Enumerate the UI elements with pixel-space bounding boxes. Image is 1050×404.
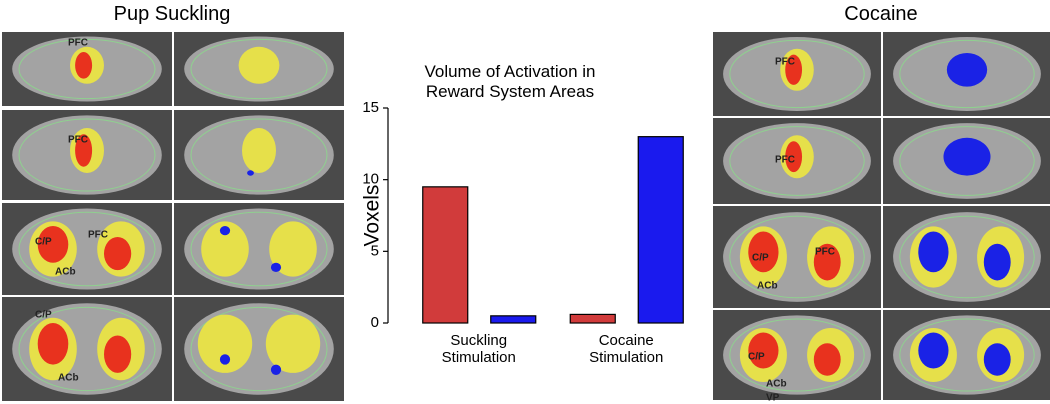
outline (18, 306, 156, 392)
region-label: VP (766, 393, 780, 404)
outline (729, 215, 865, 299)
region-label: C/P (35, 237, 52, 248)
activation (238, 46, 280, 84)
region-label: PFC (775, 155, 795, 166)
activation (269, 221, 317, 277)
outline (18, 118, 156, 192)
outline (190, 118, 328, 192)
y-axis-label: Voxels (361, 185, 384, 247)
activation (813, 343, 841, 376)
outline (18, 38, 156, 100)
activation (75, 134, 93, 167)
region-label: C/P (748, 352, 765, 363)
region-label: PFC (775, 57, 795, 68)
activation (247, 170, 254, 176)
activation (785, 141, 803, 173)
activation (242, 128, 276, 173)
activation (270, 364, 282, 375)
activation (983, 243, 1011, 281)
outline (190, 306, 328, 392)
panel-title: Pup Suckling (113, 3, 231, 25)
outline (899, 126, 1035, 196)
activation (104, 237, 132, 271)
region-label: C/P (752, 253, 769, 264)
chart-title: Volume of Activation in Reward System Ar… (424, 62, 596, 101)
x-tick-label: Suckling Stimulation (441, 332, 516, 367)
activation (813, 243, 841, 281)
bar (637, 136, 684, 324)
outline (899, 318, 1035, 392)
activation (37, 226, 69, 263)
bar (422, 186, 469, 324)
region-label: ACb (55, 267, 76, 278)
outline (729, 39, 865, 109)
activation (37, 323, 69, 365)
outline (190, 38, 328, 100)
activation (918, 332, 949, 369)
outline (899, 39, 1035, 109)
outline (18, 211, 156, 287)
region-label: ACb (766, 379, 787, 390)
activation (748, 332, 779, 369)
activation (201, 221, 249, 277)
region-label: ACb (58, 373, 79, 384)
activation (75, 51, 93, 79)
activation (946, 53, 988, 87)
outline (190, 211, 328, 287)
region-label: PFC (68, 38, 88, 49)
y-tick-label: 15 (362, 99, 379, 116)
activation (265, 314, 321, 373)
activation (270, 262, 282, 272)
outline (729, 318, 865, 392)
activation (983, 343, 1011, 376)
panel-title: Cocaine (844, 3, 918, 25)
region-label: PFC (88, 230, 108, 241)
region-label: C/P (35, 310, 52, 321)
activation (785, 54, 803, 85)
outline (899, 215, 1035, 299)
activation (197, 314, 253, 373)
region-label: PFC (68, 135, 88, 146)
y-tick-label: 0 (371, 314, 379, 331)
activation (219, 354, 231, 365)
activation (918, 231, 949, 273)
activation (104, 335, 132, 373)
region-label: ACb (757, 281, 778, 292)
activation (219, 226, 231, 236)
outline (729, 126, 865, 196)
bar (569, 313, 616, 324)
bar (490, 315, 537, 324)
activation (943, 137, 991, 176)
x-tick-label: Cocaine Stimulation (589, 332, 664, 367)
region-label: PFC (815, 247, 835, 258)
activation (748, 231, 779, 273)
y-tick-label: 5 (371, 242, 379, 259)
y-tick-label: 10 (362, 171, 379, 188)
